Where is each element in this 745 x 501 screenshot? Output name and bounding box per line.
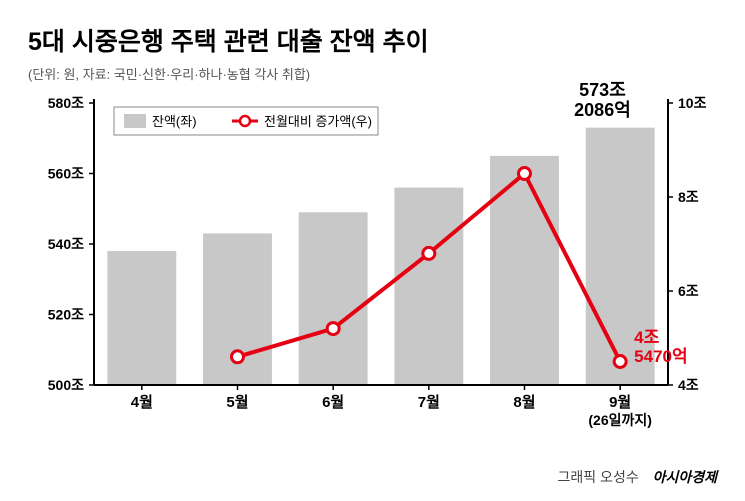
svg-text:520조: 520조 <box>48 307 84 323</box>
svg-text:10조: 10조 <box>678 95 707 111</box>
svg-text:9월: 9월 <box>609 394 631 411</box>
line-marker <box>327 323 339 335</box>
svg-text:6조: 6조 <box>678 283 699 299</box>
svg-text:7월: 7월 <box>418 394 440 411</box>
svg-text:8월: 8월 <box>513 394 535 411</box>
svg-text:6월: 6월 <box>322 394 344 411</box>
line-annotation: 4조5470억 <box>634 328 687 367</box>
chart-area: 500조 520조 540조 560조 580조 4조 6조 8조 10조 4월 5월 6월 7월 8월 9… <box>28 95 718 435</box>
svg-text:540조: 540조 <box>48 236 84 252</box>
credit-author: 그래픽 오성수 <box>558 469 639 485</box>
bar <box>394 188 463 385</box>
chart-title: 5대 시중은행 주택 관련 대출 잔액 추이 <box>28 22 717 58</box>
line-marker <box>232 351 244 363</box>
bar <box>299 212 368 385</box>
svg-text:잔액(좌): 잔액(좌) <box>152 114 197 129</box>
svg-text:전월대비 증가액(우): 전월대비 증가액(우) <box>264 114 372 129</box>
svg-text:8조: 8조 <box>678 189 699 205</box>
line-marker <box>423 247 435 259</box>
bar-annotation: 573조2086억 <box>574 80 631 121</box>
svg-text:560조: 560조 <box>48 166 84 182</box>
svg-text:4조: 4조 <box>678 377 699 393</box>
svg-text:5월: 5월 <box>226 394 248 411</box>
bar <box>490 156 559 385</box>
svg-text:580조: 580조 <box>48 95 84 111</box>
chart-svg: 500조 520조 540조 560조 580조 4조 6조 8조 10조 4월 5월 6월 7월 8월 9… <box>28 95 718 435</box>
credits: 그래픽 오성수 아시아경제 <box>558 467 717 487</box>
svg-text:(26일까지): (26일까지) <box>588 412 652 428</box>
line-marker <box>519 168 531 180</box>
credit-brand: 아시아경제 <box>653 469 717 485</box>
svg-text:4월: 4월 <box>131 394 153 411</box>
bar <box>107 251 176 385</box>
line-marker <box>614 356 626 368</box>
svg-text:500조: 500조 <box>48 377 84 393</box>
